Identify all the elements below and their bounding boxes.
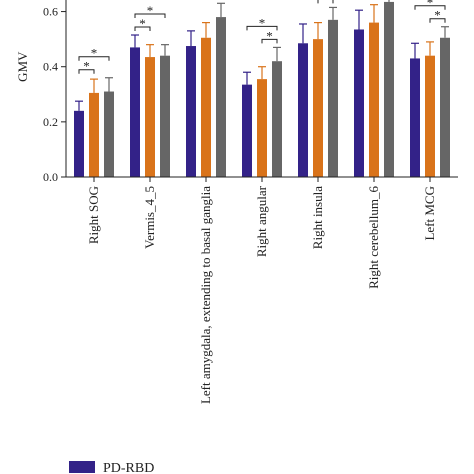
bar-s1-c6 [425,55,435,177]
y-axis-title: GMV [15,51,30,82]
y-tick-label: 0.0 [43,170,58,184]
legend-label-pd-rbd: PD-RBD [103,461,154,474]
y-tick-label: 0.6 [43,5,58,19]
significance-star: * [427,0,434,10]
bar-s1-c0 [89,92,99,177]
x-category-label: Vermis_4_5 [142,186,157,249]
significance-bracket [134,13,166,19]
significance-bracket [78,69,95,74]
bar-s0-c0 [74,110,84,177]
y-tick-label: 0.2 [43,115,58,129]
bar-s0-c2 [186,46,196,178]
bar-s0-c1 [130,47,140,177]
significance-bracket [317,0,334,4]
bar-s2-c4 [328,19,338,177]
bar-s2-c2 [216,17,226,178]
bar-s0-c6 [410,58,420,177]
significance-star: * [83,59,90,74]
bar-s2-c0 [104,91,114,177]
x-category-label: Right angular [254,185,269,257]
significance-bracket [414,5,446,10]
significance-star: * [322,0,329,3]
bar-s2-c1 [160,55,170,177]
significance-bracket [134,26,151,32]
bar-s2-c3 [272,61,282,178]
x-category-label: Left MCG [422,186,437,241]
bar-s1-c3 [257,79,267,177]
y-axis: 0.0 0.2 0.4 0.6 [43,0,67,184]
bar-s2-c6 [440,37,450,178]
significance-bracket [429,18,446,23]
significance-bracket [78,56,110,61]
bar-s1-c1 [145,57,155,177]
y-tick-label: 0.4 [43,60,58,74]
bar-s1-c2 [201,37,211,178]
bar-s0-c5 [354,29,364,177]
significance-star: * [434,8,441,23]
significance-layer: ********** [78,0,446,74]
bar-s2-c5 [384,1,394,177]
bar-s1-c5 [369,22,379,177]
significance-bracket [261,38,278,44]
legend-swatch-pd-rbd [69,461,95,473]
x-category-label: Left amygdala, extending to basal gangli… [198,186,213,404]
significance-star: * [139,16,146,31]
significance-bracket [246,25,278,31]
significance-star: * [147,3,154,18]
legend: PD-RBD [69,461,154,474]
significance-star: * [266,28,273,43]
significance-star: * [259,15,266,30]
bar-s1-c4 [313,39,323,178]
x-category-label: Right cerebellum_6 [366,186,381,289]
bar-s0-c3 [242,84,252,177]
significance-star: * [91,46,98,61]
bar-s0-c4 [298,43,308,178]
bars-layer [74,0,450,178]
x-category-label: Right SOG [86,186,101,244]
x-axis: Right SOG Vermis_4_5 Left amygdala, extend… [66,176,458,404]
x-category-label: Right insula [310,186,325,249]
